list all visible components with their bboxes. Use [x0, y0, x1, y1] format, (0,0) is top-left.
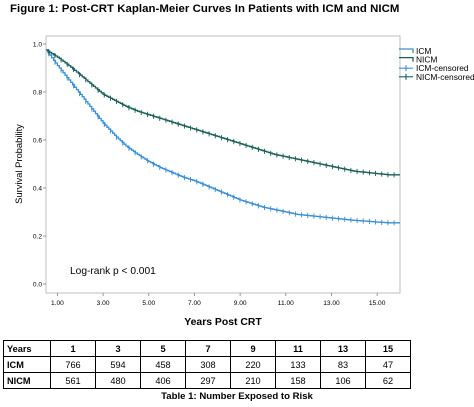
x-axis-ticks: 1.00 3.00 5.00 7.00 9.00 11.00 13.00 15.00	[51, 293, 386, 307]
risk-cell: 458	[140, 356, 186, 373]
survival-curve-nicm	[46, 49, 400, 176]
legend-item: NICM	[399, 55, 437, 65]
risk-cell: 594	[95, 356, 141, 373]
y-axis-label: Survival Probability	[13, 124, 24, 204]
legend-label: NICM-censored	[416, 72, 474, 82]
risk-table-header-label: Years	[3, 340, 51, 357]
x-tick-label: 13.00	[323, 300, 340, 307]
risk-year: 11	[275, 340, 321, 357]
risk-row-label: NICM	[3, 372, 51, 389]
risk-table-row-nicm: NICM 561 480 406 297 210 158 106 62	[3, 372, 411, 389]
x-tick-label: 11.00	[278, 300, 294, 307]
risk-cell: 158	[275, 372, 321, 389]
legend-label: NICM	[416, 55, 437, 65]
risk-cell: 62	[365, 372, 411, 389]
risk-table-header-row: Years 1 3 5 7 9 11 13 15	[3, 340, 411, 357]
risk-cell: 220	[230, 356, 276, 373]
risk-cell: 308	[185, 356, 231, 373]
risk-cell: 133	[275, 356, 321, 373]
risk-year: 9	[230, 340, 276, 357]
legend-line-swatch	[399, 56, 414, 62]
risk-cell: 297	[185, 372, 231, 389]
plot-frame	[45, 35, 401, 294]
risk-cell: 561	[50, 372, 96, 389]
risk-cell: 480	[95, 372, 141, 389]
survival-curve-icm	[46, 49, 400, 224]
x-tick-label: 3.00	[97, 300, 110, 307]
x-tick-label: 1.00	[51, 300, 64, 307]
y-tick-label: 0.0	[33, 281, 42, 288]
risk-year: 15	[365, 340, 411, 357]
y-tick-label: 0.4	[33, 185, 42, 192]
x-tick-label: 7.00	[188, 300, 201, 307]
figure-title: Figure 1: Post-CRT Kaplan-Meier Curves I…	[10, 3, 400, 15]
risk-year: 3	[95, 340, 141, 357]
y-tick-label: 0.2	[33, 233, 42, 240]
x-tick-label: 15.00	[369, 300, 386, 307]
legend-line-swatch	[399, 48, 414, 53]
legend-item: NICM-censored	[399, 72, 474, 82]
y-tick-label: 0.6	[33, 137, 42, 144]
x-tick-label: 9.00	[234, 300, 247, 307]
risk-table: Years 1 3 5 7 9 11 13 15 ICM 766 594 458…	[3, 340, 411, 389]
y-axis-ticks: 0.0 0.2 0.4 0.6 0.8 1.0	[33, 41, 46, 288]
legend-item: ICM-censored	[399, 63, 469, 73]
legend-item: ICM	[399, 46, 431, 56]
x-tick-label: 5.00	[142, 300, 155, 307]
risk-cell: 766	[50, 356, 96, 373]
risk-year: 7	[185, 340, 231, 357]
table-caption: Table 1: Number Exposed to Risk	[161, 391, 313, 402]
censor-marks	[48, 49, 395, 226]
risk-cell: 406	[140, 372, 186, 389]
logrank-annotation: Log-rank p < 0.001	[70, 266, 156, 277]
legend-label: ICM	[416, 46, 431, 56]
risk-year: 13	[320, 340, 366, 357]
risk-cell: 210	[230, 372, 276, 389]
risk-cell: 83	[320, 356, 366, 373]
km-chart: 0.00.20.40.60.81.0 1.00 3.00 5.00 7.00 9.00 1…	[13, 35, 474, 328]
risk-year: 1	[50, 340, 96, 357]
y-tick-label: 0.8	[33, 89, 42, 96]
risk-table-row-icm: ICM 766 594 458 308 220 133 83 47	[3, 356, 411, 373]
legend-label: ICM-censored	[416, 63, 469, 73]
survival-curves	[46, 49, 400, 224]
risk-row-label: ICM	[3, 356, 51, 373]
y-tick-label: 1.0	[33, 41, 42, 48]
x-axis-label: Years Post CRT	[184, 317, 262, 328]
risk-cell: 47	[365, 356, 411, 373]
risk-year: 5	[140, 340, 186, 357]
risk-cell: 106	[320, 372, 366, 389]
